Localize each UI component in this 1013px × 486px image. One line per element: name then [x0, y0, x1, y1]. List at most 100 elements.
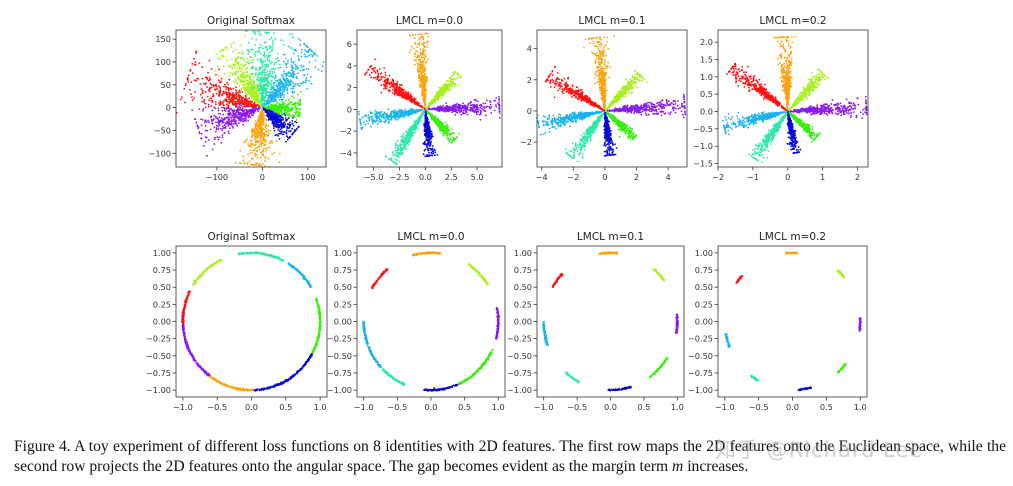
point-green: [296, 109, 298, 111]
point-teal: [283, 44, 285, 46]
point-blue: [285, 123, 287, 125]
point-teal: [269, 56, 271, 58]
point-yellowgreen: [221, 55, 223, 57]
point-lightblue: [286, 77, 288, 79]
point-lightblue: [290, 84, 292, 86]
point-yellowgreen: [254, 91, 256, 93]
point-red: [194, 91, 196, 93]
point-teal: [257, 59, 259, 61]
point-red: [238, 101, 240, 103]
point-red: [228, 102, 230, 104]
point-red: [237, 99, 239, 101]
point-yellowgreen: [217, 66, 219, 68]
point-green: [270, 104, 272, 106]
point-lightblue: [284, 86, 286, 88]
point-lightblue: [307, 88, 309, 90]
point-teal: [266, 64, 268, 66]
point-yellowgreen: [226, 59, 228, 61]
point-lightblue: [294, 86, 296, 88]
point-lightblue: [269, 101, 271, 103]
point-yellowgreen: [240, 70, 242, 72]
point-red: [239, 90, 241, 92]
point-red: [180, 99, 182, 101]
point-lightblue: [292, 67, 294, 69]
point-teal: [251, 49, 253, 51]
point-red: [191, 81, 193, 83]
point-lightblue: [295, 63, 297, 65]
point-lightblue: [266, 102, 268, 104]
point-lightblue: [274, 95, 276, 97]
point-green: [287, 105, 289, 107]
point-red: [236, 96, 238, 98]
point-lightblue: [292, 62, 294, 64]
point-teal: [255, 55, 257, 57]
point-teal: [291, 33, 293, 35]
point-teal: [277, 57, 279, 59]
point-red: [212, 84, 214, 86]
point-yellowgreen: [246, 84, 248, 86]
point-green: [283, 110, 285, 112]
point-teal: [259, 72, 261, 74]
point-yellowgreen: [218, 75, 220, 77]
point-yellowgreen: [229, 67, 231, 69]
point-yellowgreen: [242, 68, 244, 70]
point-yellowgreen: [242, 79, 244, 81]
point-lightblue: [283, 70, 285, 72]
point-green: [288, 104, 290, 106]
point-red: [200, 83, 202, 85]
point-lightblue: [275, 80, 277, 82]
point-yellowgreen: [236, 77, 238, 79]
point-lightblue: [277, 91, 279, 93]
point-red: [215, 103, 217, 105]
point-lightblue: [306, 51, 308, 53]
point-red: [209, 91, 211, 93]
point-red: [244, 98, 246, 100]
point-blue: [298, 126, 300, 128]
point-lightblue: [294, 92, 296, 94]
point-red: [218, 85, 220, 87]
point-green: [277, 102, 279, 104]
point-teal: [271, 76, 273, 78]
point-lightblue: [278, 60, 280, 62]
point-lightblue: [303, 82, 305, 84]
point-green: [295, 106, 297, 108]
point-lightblue: [300, 65, 302, 67]
point-red: [221, 78, 223, 80]
point-yellowgreen: [218, 57, 220, 59]
point-green: [300, 91, 302, 93]
point-teal: [266, 93, 268, 95]
point-red: [228, 79, 230, 81]
point-blue: [273, 127, 275, 129]
point-lightblue: [304, 54, 306, 56]
point-teal: [248, 49, 250, 51]
point-lightblue: [310, 49, 312, 51]
point-lightblue: [303, 65, 305, 67]
point-teal: [265, 60, 267, 62]
point-lightblue: [271, 98, 273, 100]
point-yellowgreen: [243, 65, 245, 67]
point-yellowgreen: [245, 71, 247, 73]
point-green: [292, 114, 294, 116]
point-green: [277, 106, 279, 108]
point-green: [296, 111, 298, 113]
point-yellowgreen: [244, 74, 246, 76]
point-red: [234, 101, 236, 103]
point-lightblue: [267, 91, 269, 93]
point-teal: [258, 47, 260, 49]
point-teal: [253, 81, 255, 83]
point-green: [296, 119, 298, 121]
point-yellowgreen: [237, 56, 239, 58]
point-lightblue: [274, 82, 276, 84]
point-yellowgreen: [224, 73, 226, 75]
point-teal: [272, 71, 274, 73]
point-lightblue: [303, 69, 305, 71]
point-yellowgreen: [226, 46, 228, 48]
point-yellowgreen: [223, 56, 225, 58]
point-red: [223, 86, 225, 88]
point-lightblue: [292, 36, 294, 38]
point-teal: [266, 88, 268, 90]
point-lightblue: [311, 83, 313, 85]
point-lightblue: [301, 52, 303, 54]
point-teal: [270, 71, 272, 73]
point-red: [242, 106, 244, 108]
